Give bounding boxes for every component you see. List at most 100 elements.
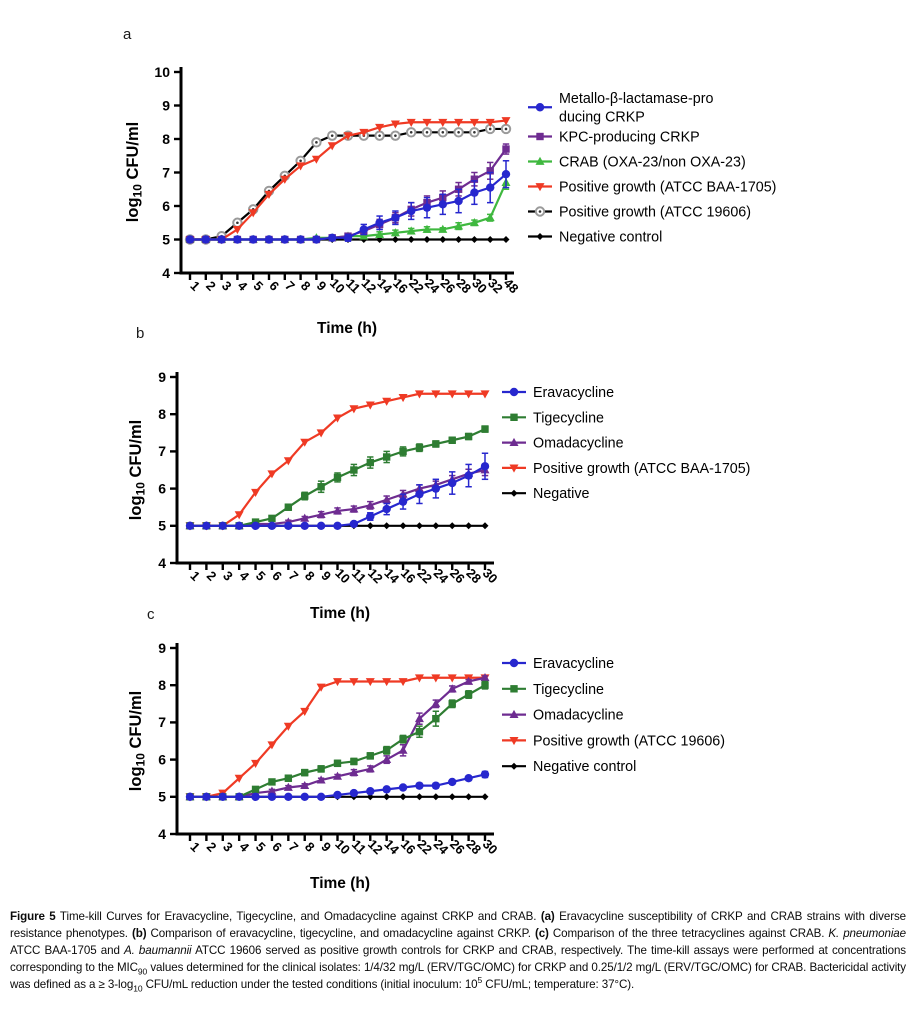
legend-item-omadacycline: Omadacycline [502,708,624,724]
caption-run: A. baumannii [123,944,192,958]
caption-run: 90 [137,966,148,977]
series-eravacycline [185,452,490,530]
y-tick-label: 6 [158,751,166,767]
legend-label: Tigecycline [533,682,604,698]
x-tick-label: 3 [219,278,235,294]
x-tick-label: 9 [318,568,334,584]
series-eravacycline [185,770,490,801]
caption-run: values determined for the clinical isola… [10,961,906,992]
caption-run: Figure 5 [10,910,56,923]
legend-item-eravacycline: Eravacycline [502,385,614,401]
legend: Metallo-β-lactamase-pro ducing CRKP KPC-pr… [528,91,776,246]
legend-item-metallo-lactamase-pro-ducing-crkp: Metallo-β-lactamase-pro ducing CRKP [528,91,713,126]
y-tick-label: 5 [158,789,166,805]
series-tigecycline [186,680,489,801]
legend-item-positive-growth-atcc-baa-1705: Positive growth (ATCC BAA-1705) [528,180,776,196]
caption-run: CFU/mL; temperature: 37°C). [482,978,635,992]
caption-run: (a) [540,910,555,923]
x-axis-title: Time (h) [317,320,377,337]
y-tick-label: 8 [162,131,170,147]
panel-label-b: b [136,325,145,342]
legend-label: Negative control [559,230,662,246]
y-tick-label: 6 [162,198,170,214]
panel-label-c: c [147,606,155,623]
legend-item-crab-oxa-23-non-oxa-23: CRAB (OXA-23/non OXA-23) [528,155,746,171]
x-tick-label: 3 [220,568,236,584]
caption-run: Comparison of the three tetracyclines ag… [548,927,829,941]
legend: Eravacycline Tigecycline Omadacycline Posit… [502,656,725,775]
y-tick-label: 9 [158,369,166,385]
legend-label: Omadacycline [533,436,624,452]
legend-label: Positive growth (ATCC 19606) [559,205,751,221]
legend-label: CRAB (OXA-23/non OXA-23) [559,155,746,171]
legend-label: Metallo-β-lactamase-pro [559,91,713,107]
x-tick-label: 30 [480,565,501,586]
x-tick-label: 4 [236,839,252,855]
y-tick-label: 6 [158,480,166,496]
legend-item-kpc-producing-crkp: KPC-producing CRKP [528,130,700,146]
legend-item-positive-growth-atcc-19606: Positive growth (ATCC 19606) [502,733,725,749]
legend: Eravacycline Tigecycline Omadacycline Posit… [502,385,750,502]
x-tick-label: 8 [302,568,318,584]
legend-label: Negative [533,486,589,502]
legend-item-positive-growth-atcc-19606: Positive growth (ATCC 19606) [528,205,751,221]
caption-run: (b) [131,927,147,941]
caption-run: ATCC 19606 served as positive growth con… [10,944,906,975]
legend-label: Positive growth (ATCC BAA-1705) [533,461,750,477]
x-tick-label: 1 [187,278,203,294]
y-tick-label: 5 [162,231,170,247]
x-tick-label: 4 [236,568,252,584]
legend-label: Positive growth (ATCC BAA-1705) [559,180,776,196]
y-tick-label: 10 [154,64,170,80]
legend-item-eravacycline: Eravacycline [502,656,614,672]
y-tick-label: 7 [158,443,166,459]
legend-label: Eravacycline [533,385,614,401]
y-tick-label: 5 [158,518,166,534]
y-axis-title: log10 CFU/ml [124,122,145,222]
legend-label: Omadacycline [533,708,624,724]
legend-item-omadacycline: Omadacycline [502,436,624,452]
y-tick-label: 4 [162,265,170,281]
legend-label: Eravacycline [533,656,614,672]
series-positive-growth-atcc-19606 [185,674,490,802]
caption-run: Time-kill Curves for Eravacycline, Tigec… [55,910,541,923]
series-omadacycline [185,673,490,801]
caption-run: CFU/mL reduction under the tested condit… [142,978,478,992]
legend-item-negative-control: Negative control [528,230,662,246]
y-tick-label: 9 [162,97,170,113]
legend-label: Negative control [533,759,636,775]
x-tick-label: 5 [253,839,269,855]
legend-item-tigecycline: Tigecycline [502,682,604,698]
x-tick-label: 1 [187,568,203,584]
y-tick-label: 8 [158,406,166,422]
x-tick-label: 6 [266,278,282,294]
caption-run: (c) [534,927,549,941]
y-tick-label: 9 [158,640,166,656]
legend-label: Tigecycline [533,410,604,426]
x-tick-label: 7 [282,278,298,294]
x-tick-label: 2 [204,568,220,584]
caption-run: 5 [477,975,483,986]
x-tick-label: 2 [203,278,219,294]
x-tick-label: 4 [235,278,251,294]
x-tick-label: 3 [220,839,236,855]
caption-run: 10 [133,983,143,994]
x-tick-label: 8 [298,278,314,294]
legend-label: Positive growth (ATCC 19606) [533,733,725,749]
series-metallo-lactamase-pro-ducing-crkp [185,160,511,244]
figure-caption: Figure 5 Time-kill Curves for Eravacycli… [10,908,906,993]
y-tick-label: 4 [158,555,166,571]
y-tick-label: 7 [158,714,166,730]
x-tick-label: 5 [253,568,269,584]
y-axis-title: log10 CFU/ml [127,420,148,520]
panel-label-a: a [123,26,132,43]
x-tick-label: 30 [480,836,501,857]
x-tick-label: 8 [302,839,318,855]
caption-run: ATCC BAA-1705 and [10,944,124,958]
